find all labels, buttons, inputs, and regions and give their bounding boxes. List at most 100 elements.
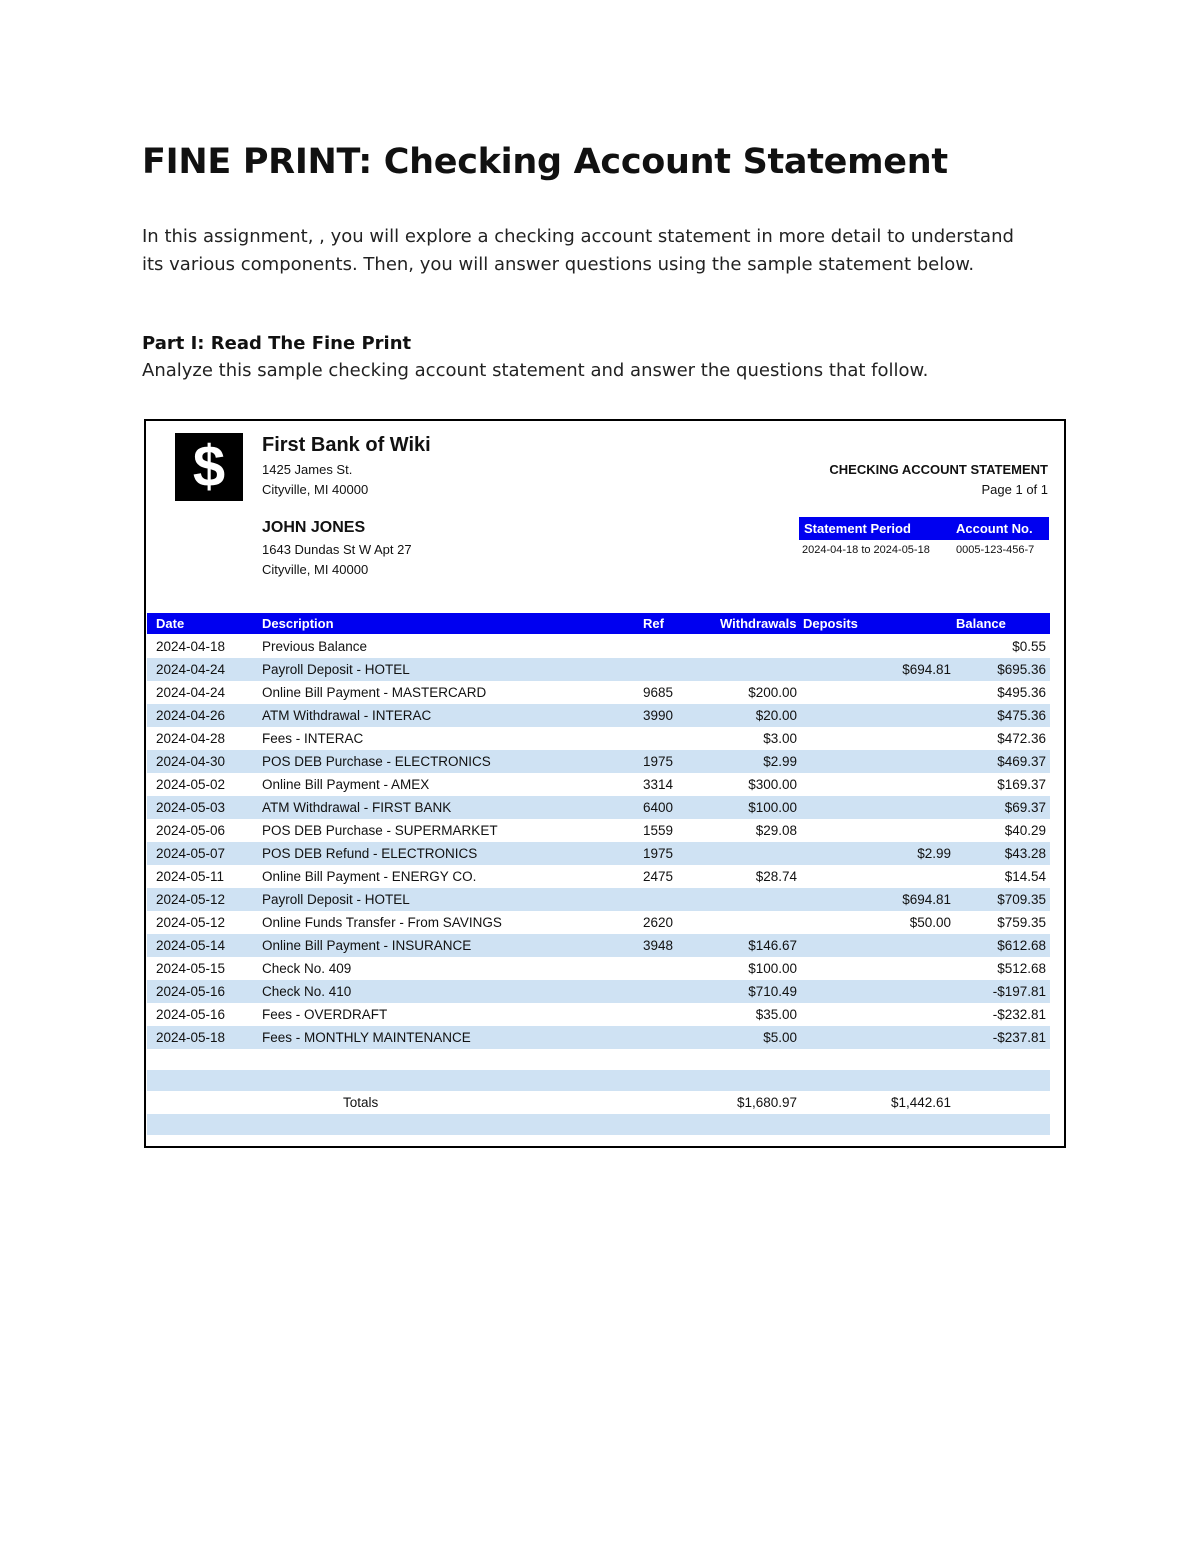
table-cell: 2024-04-18: [156, 639, 226, 654]
info-value: 0005-123-456-7: [956, 544, 1035, 556]
table-cell: 3948: [643, 938, 674, 953]
table-cell: 2024-04-30: [156, 754, 226, 769]
table-cell: 2024-05-02: [156, 777, 226, 792]
table-cell: 2024-04-24: [156, 685, 226, 700]
table-cell: Online Bill Payment - ENERGY CO.: [262, 869, 477, 884]
spacer-row: [147, 1070, 1050, 1091]
table-cell: $475.36: [997, 708, 1046, 723]
table-cell: Online Bill Payment - AMEX: [262, 777, 430, 792]
totals-withdrawals: $1,680.97: [736, 1095, 797, 1110]
table-cell: $694.81: [902, 662, 951, 677]
table-cell: $40.29: [1004, 823, 1046, 838]
table-cell: $14.54: [1004, 869, 1046, 884]
table-cell: $3.00: [763, 731, 797, 746]
column-header: Balance: [956, 616, 1006, 631]
column-header: Withdrawals: [720, 616, 797, 631]
table-cell: 2024-05-18: [156, 1030, 226, 1045]
table-cell: Check No. 410: [262, 984, 352, 999]
table-cell: $0.55: [1012, 639, 1046, 654]
table-cell: 1975: [643, 754, 674, 769]
table-cell: 2024-05-14: [156, 938, 226, 953]
table-cell: -$237.81: [992, 1030, 1046, 1045]
part-heading: Part I: Read The Fine Print: [142, 333, 412, 354]
bank-address: Cityville, MI 40000: [262, 482, 369, 497]
table-cell: Online Bill Payment - INSURANCE: [262, 938, 472, 953]
table-cell: 2620: [643, 915, 674, 930]
table-cell: Online Bill Payment - MASTERCARD: [262, 685, 487, 700]
title: FINE PRINT: Checking Account Statement: [142, 142, 948, 182]
table-cell: Previous Balance: [262, 639, 368, 654]
table-cell: $146.67: [748, 938, 797, 953]
info-header: Account No.: [956, 521, 1033, 536]
customer-address: Cityville, MI 40000: [262, 562, 369, 577]
table-cell: $709.35: [997, 892, 1046, 907]
table-cell: 3990: [643, 708, 674, 723]
customer-name: JOHN JONES: [262, 519, 366, 536]
table-row: [147, 888, 1050, 911]
table-cell: $612.68: [997, 938, 1046, 953]
table-row: [147, 1026, 1050, 1049]
bank-name: First Bank of Wiki: [262, 434, 431, 456]
table-cell: 2024-05-07: [156, 846, 226, 861]
table-cell: 2024-05-15: [156, 961, 226, 976]
table-cell: $472.36: [997, 731, 1046, 746]
table-cell: -$232.81: [992, 1007, 1046, 1022]
table-cell: ATM Withdrawal - INTERAC: [262, 708, 432, 723]
column-header: Description: [262, 616, 334, 631]
doc-title: CHECKING ACCOUNT STATEMENT: [829, 462, 1048, 477]
table-cell: POS DEB Purchase - ELECTRONICS: [262, 754, 491, 769]
table-cell: 2024-05-16: [156, 1007, 226, 1022]
totals-deposits: $1,442.61: [890, 1095, 951, 1110]
info-header-bar: [799, 517, 1049, 540]
statement: $ First Bank of Wiki 1425 James St. City…: [144, 419, 1066, 1148]
column-header: Date: [156, 616, 185, 631]
bank-address: 1425 James St.: [262, 462, 353, 477]
table-cell: 2024-05-12: [156, 892, 226, 907]
table-row: [147, 980, 1050, 1003]
table-cell: 3314: [643, 777, 674, 792]
table-cell: POS DEB Purchase - SUPERMARKET: [262, 823, 498, 838]
table-cell: $469.37: [997, 754, 1046, 769]
table-cell: $695.36: [997, 662, 1046, 677]
table-cell: $300.00: [748, 777, 797, 792]
table-cell: 6400: [643, 800, 674, 815]
table-cell: $28.74: [755, 869, 797, 884]
table-cell: $200.00: [748, 685, 797, 700]
table-cell: 2024-05-11: [156, 869, 225, 884]
table-cell: 9685: [643, 685, 674, 700]
table-cell: $69.37: [1004, 800, 1046, 815]
table-row: [147, 842, 1050, 865]
table-cell: Fees - INTERAC: [262, 731, 364, 746]
table-row: [147, 796, 1050, 819]
part-text: Analyze this sample checking account sta…: [142, 360, 929, 381]
table-cell: $35.00: [755, 1007, 797, 1022]
table-cell: $694.81: [902, 892, 951, 907]
table-cell: $495.36: [997, 685, 1046, 700]
customer-address: 1643 Dundas St W Apt 27: [262, 542, 412, 557]
table-cell: 2024-04-24: [156, 662, 226, 677]
table-cell: Fees - OVERDRAFT: [262, 1007, 388, 1022]
table-cell: -$197.81: [992, 984, 1046, 999]
table-cell: $100.00: [748, 961, 797, 976]
spacer-row: [147, 1114, 1050, 1135]
table-cell: $43.28: [1004, 846, 1046, 861]
table-cell: 2024-05-16: [156, 984, 226, 999]
table-cell: 2024-04-26: [156, 708, 226, 723]
table-cell: $2.99: [763, 754, 797, 769]
table-cell: $20.00: [755, 708, 797, 723]
table-cell: $100.00: [748, 800, 797, 815]
table-cell: 1975: [643, 846, 674, 861]
page-number: Page 1 of 1: [981, 482, 1049, 497]
intro: In this assignment, , you will explore a…: [142, 226, 1014, 275]
table-cell: Check No. 409: [262, 961, 352, 976]
table-cell: $169.37: [997, 777, 1046, 792]
table-cell: 2024-05-03: [156, 800, 226, 815]
info-header: Statement Period: [804, 521, 911, 536]
table-cell: Fees - MONTHLY MAINTENANCE: [262, 1030, 471, 1045]
table-row: [147, 934, 1050, 957]
table-cell: 2024-05-06: [156, 823, 226, 838]
table-cell: Payroll Deposit - HOTEL: [262, 892, 410, 907]
column-header: Deposits: [803, 616, 858, 631]
table-cell: 2475: [643, 869, 674, 884]
